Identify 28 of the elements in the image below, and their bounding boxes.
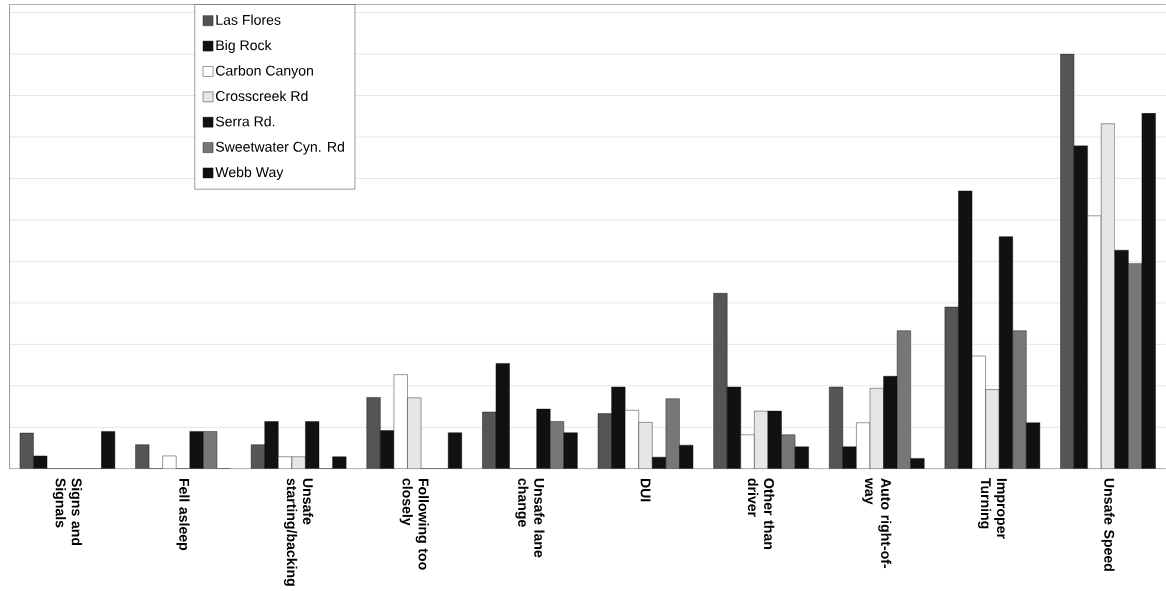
- x-tick-label: Improper Turning: [978, 478, 1007, 539]
- x-tick-label: Unsafe Speed: [1101, 478, 1115, 571]
- x-tick-label: Other than driver: [747, 478, 775, 549]
- bar: [332, 456, 347, 469]
- legend-label: Las Flores: [216, 14, 281, 25]
- bar: [1012, 330, 1027, 469]
- legend-label: Webb Way: [215, 166, 284, 180]
- bar: [162, 455, 177, 469]
- x-tick-label: Fell asleep: [176, 478, 190, 551]
- legend-label: Big Rock: [216, 39, 272, 53]
- bar: [842, 446, 857, 469]
- legend-label: Crosscreek Rd: [216, 90, 308, 101]
- bar: [264, 421, 279, 469]
- bar: [135, 444, 150, 469]
- x-tick-label: Unsafe lane change: [515, 478, 545, 558]
- bar: [985, 389, 1000, 469]
- bar: [448, 432, 462, 469]
- x-tick-label: Auto right-of-way: [862, 477, 892, 568]
- legend-label: Sweetwater Cyn. Rd: [215, 141, 344, 155]
- bar: [611, 386, 626, 469]
- x-tick-label: Following too closely: [399, 478, 429, 570]
- legend-label: Carbon Canyon: [216, 65, 313, 79]
- x-tick-label: Signs and Signals: [52, 478, 83, 545]
- legend-label: Serra Rd.: [215, 115, 275, 127]
- bar: [101, 431, 116, 469]
- bar: [638, 422, 653, 469]
- x-tick-label: DUI: [640, 478, 651, 502]
- x-tick-label: Unsafe starting/backing: [284, 478, 314, 586]
